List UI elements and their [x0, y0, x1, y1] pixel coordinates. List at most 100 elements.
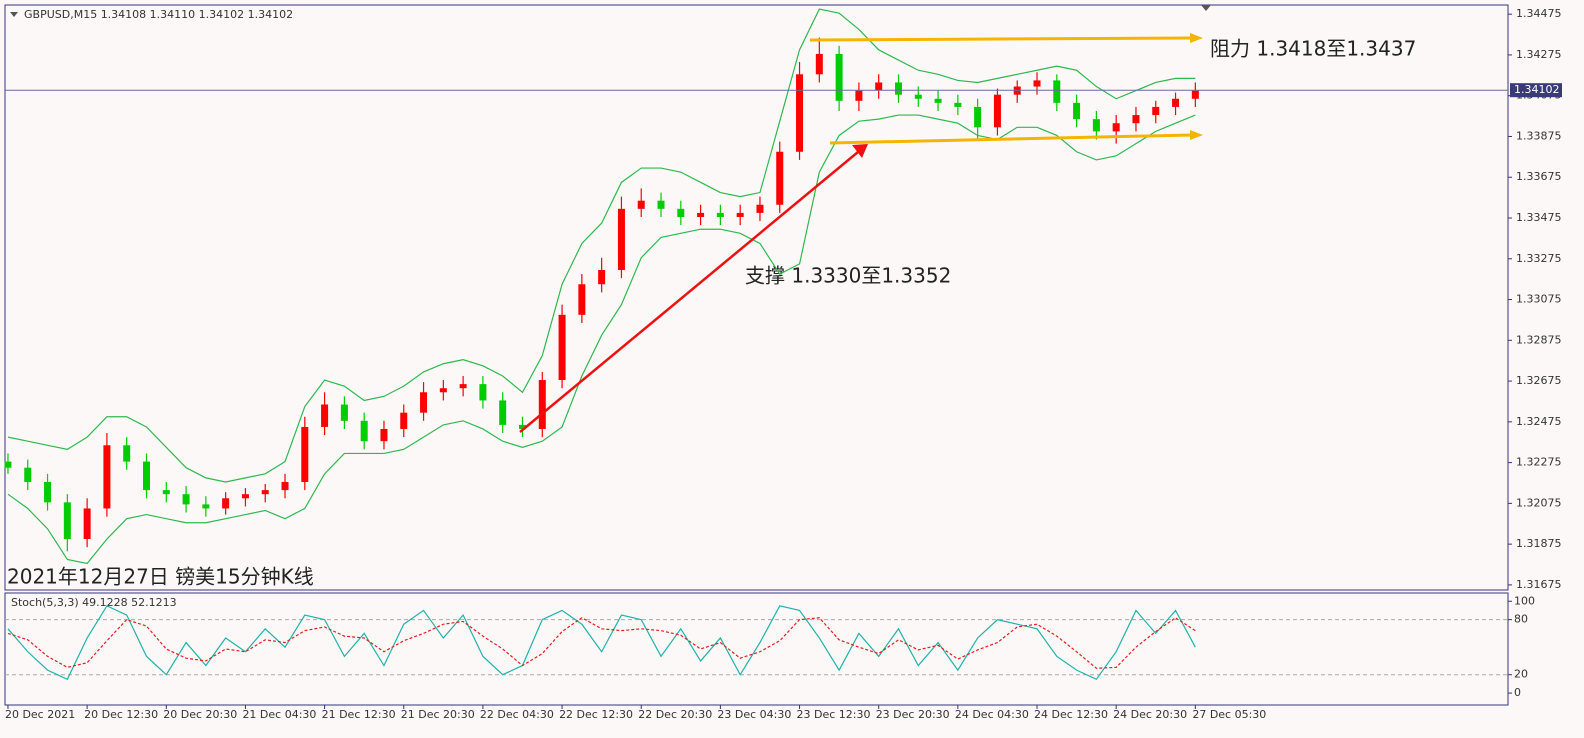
candle-body [400, 412, 408, 429]
y-tick-label: 1.33275 [1516, 252, 1562, 265]
candle-body [44, 481, 52, 503]
candle-body [578, 284, 586, 315]
y-tick-label: 20 [1514, 668, 1528, 681]
candle-body [538, 380, 546, 429]
candle-body [1053, 80, 1061, 103]
y-tick-label: 1.34475 [1516, 7, 1562, 20]
y-tick-label: 1.31675 [1516, 578, 1562, 591]
x-tick-label: 22 Dec 12:30 [559, 708, 633, 721]
candle-body [321, 404, 329, 427]
candle-body [459, 384, 467, 389]
resistance-note: 阻力 1.3418至1.3437 [1210, 37, 1416, 61]
candle-body [637, 200, 645, 209]
candle-body [63, 502, 71, 540]
y-tick-label: 1.33075 [1516, 293, 1562, 306]
candle-body [697, 212, 705, 217]
candle-body [776, 151, 784, 205]
x-tick-label: 21 Dec 04:30 [242, 708, 316, 721]
x-tick-label: 23 Dec 04:30 [717, 708, 791, 721]
y-tick-label: 1.31875 [1516, 537, 1562, 550]
candle-body [182, 494, 190, 505]
x-tick-label: 20 Dec 20:30 [163, 708, 237, 721]
candle-body [380, 428, 388, 442]
last-price-box [1510, 83, 1562, 98]
chart-caption: 2021年12月27日 镑美15分钟K线 [7, 565, 314, 589]
candle-body [479, 384, 487, 401]
shift-marker [1201, 5, 1211, 11]
candle-body [558, 314, 566, 381]
candle-body [894, 82, 902, 95]
menu-icon [10, 12, 18, 17]
candle-body [1112, 123, 1120, 132]
x-tick-label: 21 Dec 20:30 [401, 708, 475, 721]
candle-body [756, 204, 764, 213]
candle-body [1092, 119, 1100, 132]
candle-body [875, 82, 883, 91]
candle-body [954, 102, 962, 107]
stoch-line [7, 605, 1196, 681]
trend-arrow [519, 151, 859, 433]
candle-body [4, 461, 12, 468]
candle-body [83, 508, 91, 540]
candle-body [855, 90, 863, 101]
stoch-line [7, 617, 1196, 669]
x-tick-label: 20 Dec 12:30 [84, 708, 158, 721]
x-tick-label: 24 Dec 20:30 [1113, 708, 1187, 721]
x-tick-label: 21 Dec 12:30 [322, 708, 396, 721]
x-tick-label: 23 Dec 12:30 [797, 708, 871, 721]
y-tick-label: 1.32675 [1516, 374, 1562, 387]
last-price-label: 1.34102 [1514, 83, 1560, 96]
support-line [829, 133, 1193, 145]
x-tick-label: 24 Dec 12:30 [1034, 708, 1108, 721]
candle-body [420, 392, 428, 413]
y-tick-label: 0 [1514, 686, 1521, 699]
chart-header: GBPUSD,M15 1.34108 1.34110 1.34102 1.341… [24, 8, 293, 21]
y-tick-label: 1.34275 [1516, 48, 1562, 61]
candle-body [162, 490, 170, 495]
y-tick-label: 1.32475 [1516, 415, 1562, 428]
candle-body [499, 400, 507, 425]
x-tick-label: 27 Dec 05:30 [1192, 708, 1266, 721]
candle-body [142, 461, 150, 491]
candle-body [1191, 90, 1199, 99]
candle-body [1033, 80, 1041, 87]
candle-body [518, 424, 526, 429]
candle-body [796, 74, 804, 152]
trend-arrowhead [852, 144, 868, 158]
candle-body [123, 445, 131, 462]
candle-body [815, 53, 823, 75]
y-tick-label: 100 [1514, 594, 1535, 607]
candle-body [261, 490, 269, 495]
candle-body [24, 467, 32, 482]
candle-body [1132, 115, 1140, 124]
main-frame [4, 4, 1509, 591]
y-tick-label: 1.33475 [1516, 211, 1562, 224]
x-tick-label: 22 Dec 20:30 [638, 708, 712, 721]
candle-body [1152, 106, 1160, 116]
candle-body [281, 481, 289, 491]
candle-body [222, 498, 230, 509]
stoch-label: Stoch(5,3,3) 49.1228 52.1213 [11, 596, 177, 609]
candle-body [657, 200, 665, 209]
resistance-arrowhead [1190, 33, 1203, 43]
candle-body [934, 98, 942, 103]
candle-body [241, 494, 249, 499]
candle-body [103, 445, 111, 509]
candle-body [439, 388, 447, 393]
y-tick-label: 1.32875 [1516, 333, 1562, 346]
candle-body [360, 420, 368, 442]
y-tick-label: 80 [1514, 613, 1528, 626]
candle-body [993, 94, 1001, 128]
candle-body [974, 106, 982, 128]
candle-body [835, 53, 843, 101]
candle-body [301, 426, 309, 482]
x-tick-label: 22 Dec 04:30 [480, 708, 554, 721]
candle-body [617, 208, 625, 270]
x-tick-label: 24 Dec 04:30 [955, 708, 1029, 721]
candle-body [598, 269, 606, 285]
candle-body [1073, 102, 1081, 120]
candle-body [914, 94, 922, 99]
support-arrowhead [1190, 130, 1203, 140]
candle-body [736, 212, 744, 217]
